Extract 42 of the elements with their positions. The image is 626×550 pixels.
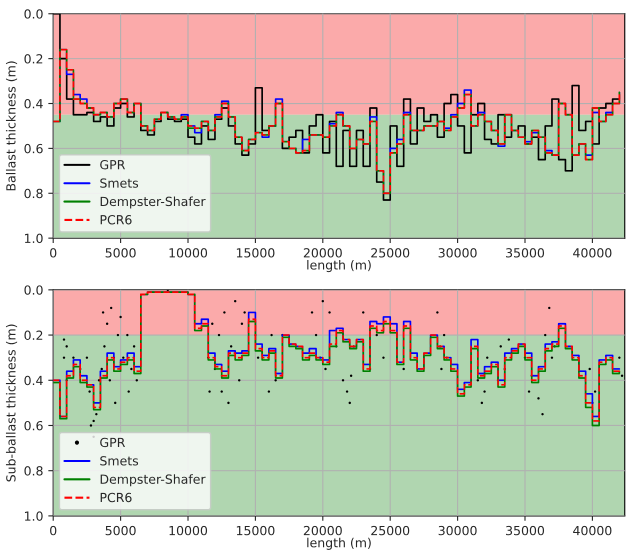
x-tick-label: 20000 (304, 248, 342, 258)
x-tick-label: 5000 (106, 248, 136, 258)
y-tick-label: 0.8 (24, 466, 43, 476)
x-tick-label: 0 (50, 248, 56, 258)
y-tick-label: 0.6 (24, 144, 43, 154)
legend-label: Dempster-Shafer (100, 474, 206, 486)
y-tick-label: 0.6 (24, 420, 43, 430)
legend-label: PCR6 (100, 215, 132, 224)
x-tick-label: 40000 (573, 248, 612, 258)
x-tick-label: 30000 (438, 248, 477, 258)
x-tick-label: 15000 (236, 248, 274, 258)
y-axis-title: Ballast thickness (m) (6, 61, 18, 190)
x-tick-label: 25000 (371, 248, 410, 258)
x-tick-label: 5000 (106, 526, 136, 536)
x-axis-title: length (m) (307, 260, 371, 272)
x-tick-label: 35000 (506, 248, 544, 258)
y-tick-label: 0.8 (24, 188, 43, 198)
x-tick-label: 10000 (169, 248, 208, 258)
legend-label: GPR (100, 438, 126, 448)
x-tick-label: 10000 (169, 526, 208, 536)
y-tick-label: 0.2 (24, 54, 42, 64)
y-tick-label: 0.2 (24, 330, 42, 340)
x-tick-label: 35000 (506, 526, 544, 536)
x-tick-label: 20000 (304, 526, 342, 536)
y-axis-title: Sub-ballast thickness (m) (6, 324, 18, 482)
legend-label: Dempster-Shafer (100, 196, 206, 209)
y-tick-label: 1.0 (24, 234, 43, 244)
y-tick-label: 0.4 (24, 376, 43, 386)
x-tick-label: 25000 (371, 526, 410, 536)
y-tick-label: 0.4 (24, 98, 43, 108)
y-tick-label: 0.0 (24, 9, 43, 19)
legend-label: Smets (100, 456, 138, 466)
legend-label: GPR (100, 160, 126, 170)
legend-label: Smets (100, 178, 138, 188)
y-tick-label: 1.0 (24, 511, 43, 521)
x-tick-label: 0 (50, 526, 56, 536)
x-tick-label: 30000 (438, 526, 477, 536)
legend-label: PCR6 (100, 492, 132, 502)
x-tick-label: 40000 (573, 526, 612, 536)
x-axis-title: length (m) (307, 538, 371, 550)
y-tick-label: 0.0 (24, 285, 43, 295)
x-tick-label: 15000 (236, 526, 274, 536)
